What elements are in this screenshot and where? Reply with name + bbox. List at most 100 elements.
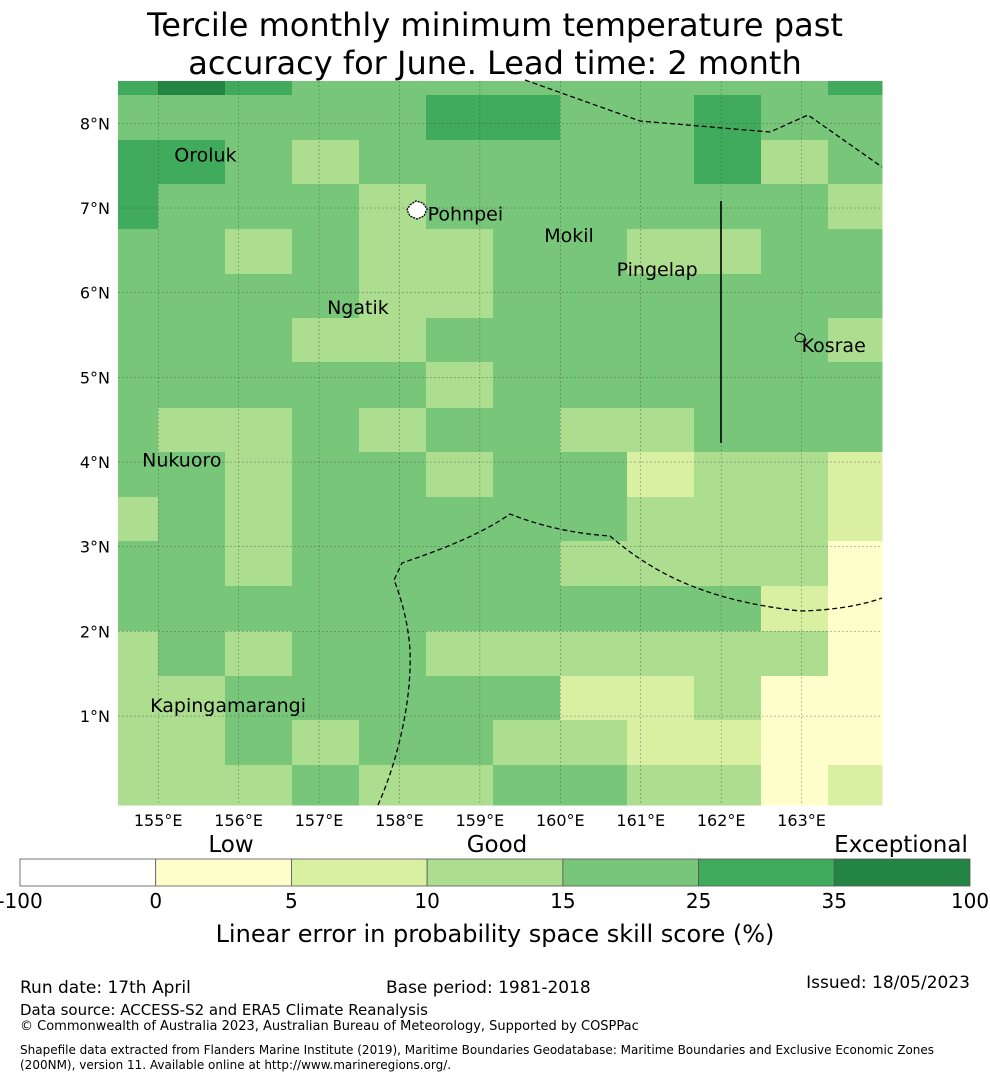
skill-cell <box>158 765 226 806</box>
skill-cell <box>828 274 883 319</box>
skill-cell <box>158 95 226 141</box>
skill-cell <box>560 184 628 230</box>
skill-cell <box>828 497 883 542</box>
place-label: Nukuoro <box>142 449 221 471</box>
skill-cell <box>493 95 561 141</box>
skill-cell <box>493 452 561 498</box>
skill-cell <box>292 81 360 96</box>
skill-cell <box>118 408 159 453</box>
colorbar-category-low: Low <box>208 832 253 858</box>
lat-tick-label: 7°N <box>80 199 110 218</box>
skill-cell <box>761 676 829 721</box>
skill-cell <box>426 720 494 766</box>
skill-cell <box>158 676 226 721</box>
colorbar-swatch <box>833 858 971 887</box>
skill-cell <box>493 81 561 96</box>
skill-cell <box>292 274 360 319</box>
skill-cell <box>225 452 293 498</box>
skill-cell <box>158 362 226 409</box>
skill-cell <box>118 229 159 275</box>
skill-cell <box>292 452 360 498</box>
skill-cell <box>560 362 628 409</box>
skill-cell <box>359 140 427 185</box>
skill-cell <box>359 452 427 498</box>
base-period: Base period: 1981-2018 <box>386 978 591 998</box>
lat-tick-label: 2°N <box>80 622 110 641</box>
skill-cell <box>118 765 159 806</box>
skill-cell <box>225 676 293 721</box>
skill-cell <box>694 497 762 542</box>
colorbar-tick-label: 100 <box>951 889 989 913</box>
skill-cell <box>493 497 561 542</box>
skill-cell <box>426 95 494 141</box>
skill-cell <box>627 765 695 806</box>
skill-cell <box>560 318 628 363</box>
skill-cell <box>694 184 762 230</box>
lat-tick-label: 4°N <box>80 453 110 472</box>
skill-cell <box>560 541 628 587</box>
skill-cell <box>493 676 561 721</box>
skill-cell <box>560 765 628 806</box>
colorbar-swatch <box>19 858 157 887</box>
pohnpei-island <box>406 200 428 220</box>
skill-cell <box>225 229 293 275</box>
skill-cell <box>292 408 360 453</box>
skill-cell <box>828 676 883 721</box>
skill-cell <box>694 140 762 185</box>
skill-cell <box>627 318 695 363</box>
skill-cell <box>426 362 494 409</box>
skill-cell <box>828 765 883 806</box>
skill-cell <box>560 81 628 96</box>
skill-cell <box>118 676 159 721</box>
skill-cell <box>426 274 494 319</box>
skill-cell <box>560 452 628 498</box>
skill-cell <box>627 497 695 542</box>
skill-cell <box>426 81 494 96</box>
skill-cell <box>828 229 883 275</box>
colorbar-tick-label: 10 <box>414 889 439 913</box>
skill-cell <box>158 81 226 96</box>
skill-cell <box>694 362 762 409</box>
colorbar-title: Linear error in probability space skill … <box>216 920 775 948</box>
copyright: © Commonwealth of Australia 2023, Austra… <box>20 1019 639 1034</box>
shapefile-credit: Shapefile data extracted from Flanders M… <box>20 1043 935 1072</box>
skill-cell <box>627 541 695 587</box>
island-outlines <box>406 200 807 343</box>
skill-cell <box>627 720 695 766</box>
run-date: Run date: 17th April <box>20 978 191 998</box>
skill-cell <box>627 184 695 230</box>
skill-cell <box>158 497 226 542</box>
lat-tick-label: 6°N <box>80 284 110 303</box>
skill-cell <box>694 81 762 96</box>
skill-cell <box>426 497 494 542</box>
skill-cell <box>225 140 293 185</box>
skill-cell <box>292 229 360 275</box>
skill-cell <box>560 95 628 141</box>
longitude-tick-labels: 155°E 156°E 157°E 158°E 159°E 160°E 161°E 162°E… <box>134 811 826 830</box>
place-label: Mokil <box>544 225 594 247</box>
skill-cell <box>761 140 829 185</box>
skill-cell <box>560 676 628 721</box>
skill-cell <box>158 586 226 632</box>
map-figure: Oroluk Pohnpei Mokil Pingelap Ngatik Kosrae Nu… <box>0 79 989 948</box>
skill-cell <box>493 408 561 453</box>
skill-cell <box>225 631 293 677</box>
skill-cell <box>493 274 561 319</box>
skill-cell <box>493 586 561 632</box>
skill-cell <box>627 229 695 275</box>
skill-cell <box>225 95 293 141</box>
lon-tick-label: 156°E <box>214 811 263 830</box>
skill-cell <box>560 274 628 319</box>
skill-cell <box>359 541 427 587</box>
skill-cell <box>292 140 360 185</box>
skill-cell <box>118 140 159 185</box>
skill-cell <box>118 184 159 230</box>
skill-cell <box>426 631 494 677</box>
colorbar: Low Good Exceptional -100 0 5 10 15 25 35 100 L… <box>0 832 989 948</box>
skill-cell <box>694 274 762 319</box>
skill-cell <box>158 274 226 319</box>
lat-tick-label: 1°N <box>80 707 110 726</box>
colorbar-tick-label: -100 <box>0 889 43 913</box>
skill-cell <box>761 497 829 542</box>
lon-tick-label: 158°E <box>375 811 424 830</box>
